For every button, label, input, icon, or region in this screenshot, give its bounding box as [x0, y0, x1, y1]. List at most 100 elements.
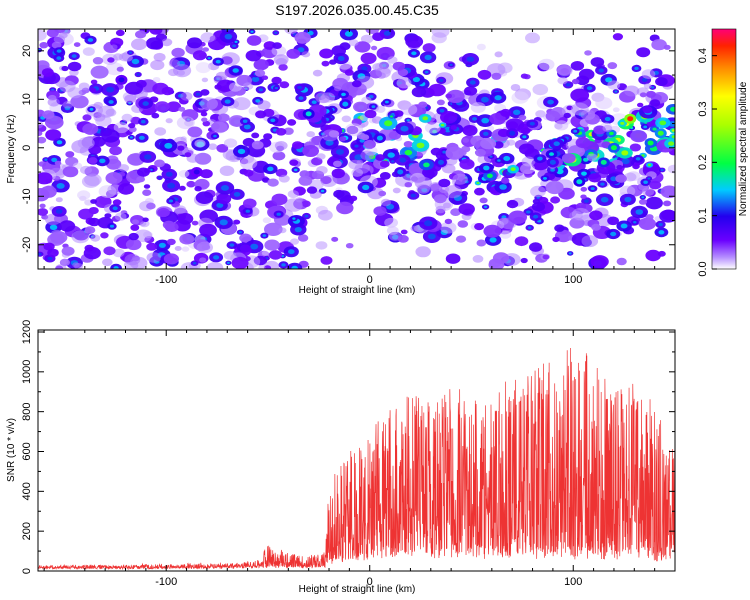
heatmap-blob: [289, 159, 299, 166]
heatmap-blob-core: [108, 100, 114, 104]
heatmap-blob-core: [56, 140, 63, 145]
heatmap-blob: [103, 246, 116, 256]
heatmap-blob: [239, 244, 251, 253]
heatmap-blob: [557, 76, 568, 85]
heatmap-blob: [38, 130, 43, 136]
y-tick-label: 20: [21, 45, 33, 57]
heatmap-blob: [470, 102, 486, 113]
heatmap-blob: [166, 101, 182, 112]
heatmap-blob: [428, 83, 446, 97]
heatmap-blob: [38, 172, 53, 185]
plot-frame: [37, 329, 676, 572]
heatmap-blob: [194, 139, 206, 148]
heatmap-y-axis-title: Frequency (Hz): [6, 115, 17, 184]
heatmap-blob: [240, 157, 258, 170]
heatmap-blob: [494, 51, 503, 58]
heatmap-blob: [136, 176, 146, 183]
heatmap-blob-core: [131, 58, 140, 65]
heatmap-blob-core: [573, 129, 578, 133]
heatmap-blob: [239, 233, 252, 243]
heatmap-blob: [607, 80, 621, 90]
heatmap-blob-core: [404, 149, 413, 156]
heatmap-blob: [492, 252, 510, 264]
heatmap-blob: [274, 141, 288, 151]
heatmap-blob: [121, 113, 133, 122]
heatmap-blob: [623, 172, 637, 182]
heatmap-blob: [315, 241, 328, 250]
heatmap-blob: [514, 236, 529, 247]
heatmap-blob: [181, 246, 190, 252]
heatmap-blob-core: [38, 253, 42, 256]
heatmap-blob: [663, 44, 671, 50]
heatmap-blob: [143, 184, 151, 189]
heatmap-blob-core: [641, 154, 645, 157]
heatmap-blob-core: [406, 119, 410, 122]
heatmap-blob: [118, 164, 130, 172]
heatmap-blob-core: [586, 86, 593, 91]
heatmap-blob-core: [361, 66, 368, 71]
heatmap-blob: [306, 186, 318, 194]
heatmap-blob: [258, 264, 266, 269]
heatmap-blob-core: [216, 202, 224, 208]
heatmap-blob: [331, 168, 345, 179]
heatmap-blob: [84, 226, 96, 234]
heatmap-blob: [93, 113, 106, 122]
heatmap-blob: [455, 235, 467, 243]
heatmap-blob-core: [320, 189, 325, 193]
heatmap-blob-core: [600, 196, 609, 203]
heatmap-blob-core: [87, 38, 94, 42]
x-tick-label: -100: [155, 576, 177, 588]
heatmap-blob: [619, 185, 636, 197]
heatmap-blob-core: [47, 256, 53, 261]
heatmap-blob-core: [390, 115, 393, 118]
heatmap-blob: [636, 47, 651, 58]
heatmap-blob: [431, 29, 450, 38]
heatmap-blob: [529, 242, 543, 252]
heatmap-blob: [287, 119, 297, 126]
heatmap-blob: [178, 106, 186, 112]
heatmap-blob: [479, 197, 488, 204]
heatmap-blob: [161, 38, 173, 47]
heatmap-blob: [639, 92, 647, 98]
heatmap-blob: [580, 186, 588, 192]
heatmap-blob-core: [549, 152, 554, 156]
heatmap-x-axis-title: Height of straight line (km): [299, 285, 416, 296]
heatmap-blob-core: [400, 125, 409, 132]
y-tick-label: 10: [21, 93, 33, 105]
heatmap-blob-core: [56, 183, 65, 189]
heatmap-blob: [655, 77, 668, 87]
heatmap-blob: [184, 152, 192, 158]
heatmap-blob: [131, 38, 147, 51]
heatmap-hotspot-core: [305, 111, 312, 117]
heatmap-blob: [321, 129, 339, 142]
heatmap-blob: [279, 81, 290, 89]
heatmap-blob: [375, 154, 385, 161]
heatmap-blob-core: [109, 224, 115, 228]
heatmap-blob: [386, 226, 399, 235]
heatmap-blob: [318, 209, 333, 221]
heatmap-blob: [80, 165, 92, 175]
heatmap-blob: [84, 244, 94, 252]
heatmap-blob: [292, 141, 303, 150]
colorbar: [712, 29, 736, 269]
heatmap-blob-core: [423, 162, 430, 168]
heatmap-blob: [106, 158, 122, 170]
heatmap-blob-core: [311, 100, 317, 104]
heatmap-blob: [90, 234, 101, 242]
heatmap-blob-core: [106, 86, 115, 93]
heatmap-blob: [518, 143, 535, 155]
heatmap-blob-core: [526, 210, 531, 214]
heatmap-blob: [506, 139, 516, 146]
heatmap-blob: [387, 56, 398, 64]
heatmap-blob: [645, 214, 654, 221]
heatmap-blob-core: [354, 144, 359, 148]
heatmap-blob: [361, 96, 372, 105]
heatmap-blob: [253, 59, 269, 71]
heatmap-blob-core: [168, 199, 173, 203]
heatmap-blob-core: [167, 182, 176, 189]
heatmap-blob: [267, 178, 279, 187]
heatmap-blob: [397, 235, 409, 243]
heatmap-blob: [263, 133, 273, 140]
heatmap-hotspot-core: [657, 130, 664, 136]
heatmap-blob-core: [410, 193, 416, 198]
